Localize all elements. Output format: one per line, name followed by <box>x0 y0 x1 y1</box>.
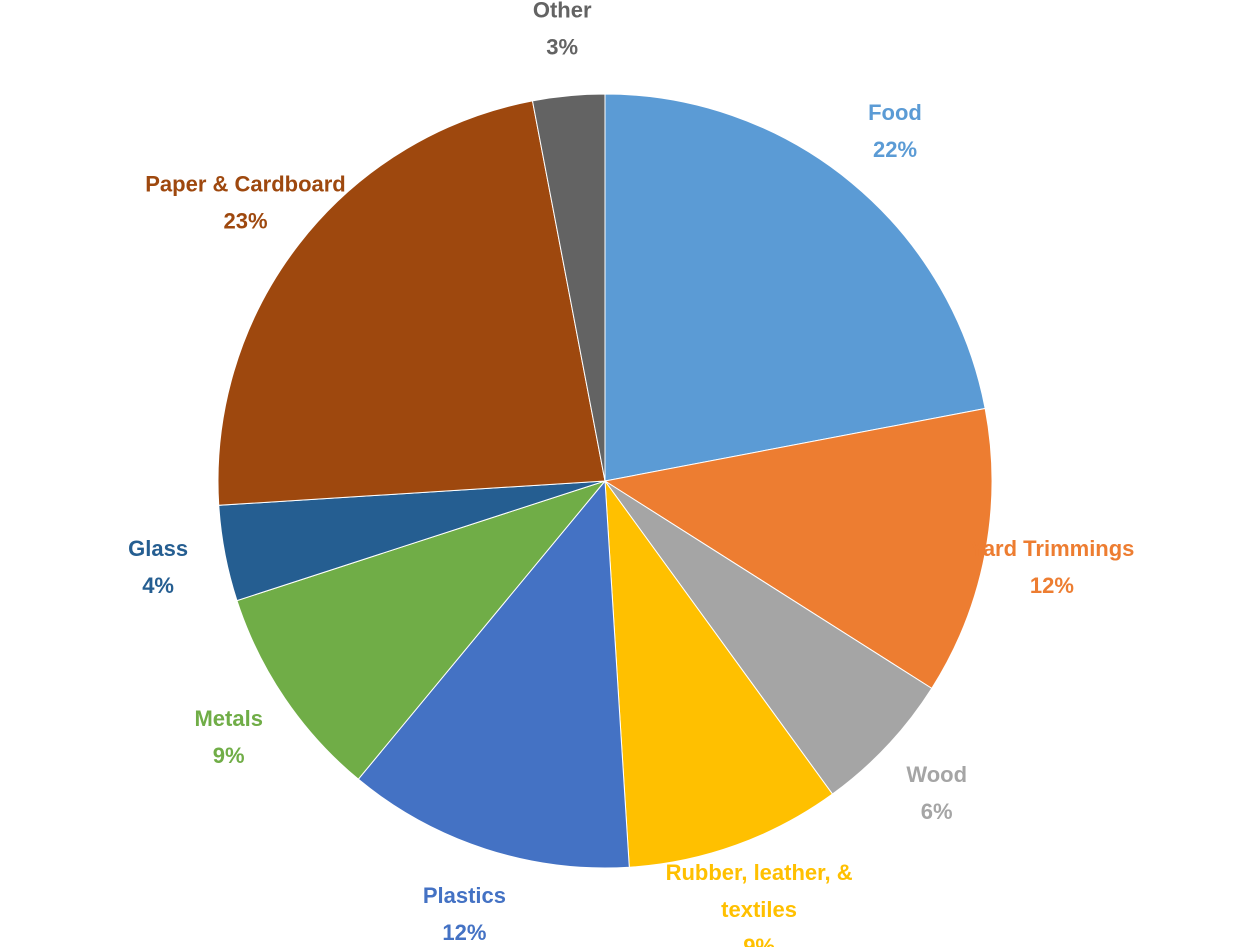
data-label-wood: Wood 6% <box>906 762 967 824</box>
data-label-metals: Metals 9% <box>194 706 262 768</box>
pie-slice-yard-trimmings <box>603 407 993 690</box>
data-label-percent: 9% <box>743 934 775 947</box>
pie-slice-other <box>531 93 606 482</box>
pie-slice-metals <box>236 479 607 780</box>
data-label-category: Glass <box>128 536 188 561</box>
data-label-glass: Glass 4% <box>128 536 188 598</box>
pie-slice-paper-cardboard <box>217 100 606 506</box>
data-label-percent: 9% <box>213 743 245 768</box>
data-label-percent: 4% <box>142 573 174 598</box>
data-label-category: Metals <box>194 706 262 731</box>
data-label-category: Rubber, leather, & <box>666 860 853 885</box>
data-label-percent: 3% <box>546 35 578 60</box>
pie-slice-food <box>604 93 986 482</box>
data-label-percent: 12% <box>1030 573 1074 598</box>
data-label-yard-trimmings: Yard Trimmings 12% <box>969 536 1134 598</box>
data-label-category: Plastics <box>423 883 506 908</box>
pie-slice-rubber-leather-textiles <box>604 479 834 868</box>
data-label-percent: 23% <box>223 209 267 234</box>
data-label-category: Wood <box>906 762 967 787</box>
data-label-category: Other <box>533 0 592 23</box>
data-label-plastics: Plastics 12% <box>423 883 506 945</box>
data-label-percent: 6% <box>921 799 953 824</box>
data-label-other: Other 3% <box>533 0 592 60</box>
data-label-percent: 22% <box>873 137 917 162</box>
pie-slices <box>217 93 993 869</box>
pie-slice-wood <box>604 480 933 795</box>
data-label-category: textiles <box>721 897 797 922</box>
data-label-paper-cardboard: Paper & Cardboard 23% <box>145 172 346 234</box>
data-label-category: Yard Trimmings <box>969 536 1134 561</box>
data-label-percent: 12% <box>442 920 486 945</box>
pie-slice-plastics <box>357 479 630 869</box>
data-label-category: Food <box>868 100 922 125</box>
data-label-food: Food 22% <box>868 100 922 162</box>
data-label-category: Paper & Cardboard <box>145 172 346 197</box>
pie-data-labels: Food 22% Yard Trimmings 12% Wood 6% Rubber, le… <box>128 0 1134 947</box>
data-label-rubber-leather-textiles: Rubber, leather, & textiles 9% <box>666 860 853 947</box>
